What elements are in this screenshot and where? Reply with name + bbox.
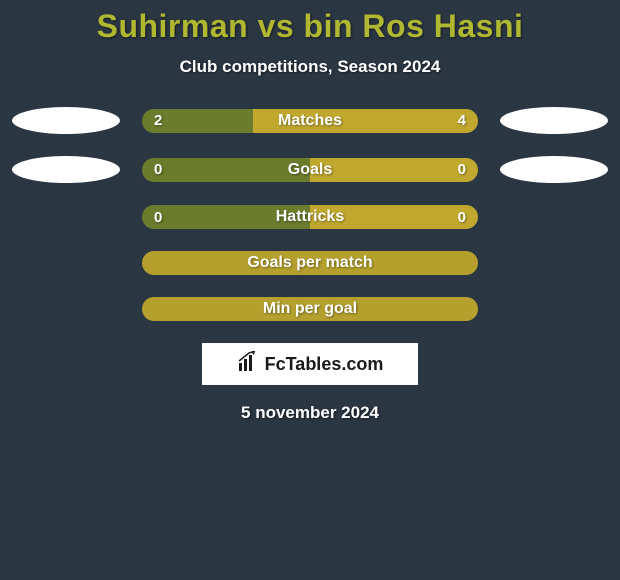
player-badge-right (500, 156, 608, 183)
stat-value-left: 2 (154, 112, 162, 129)
bar-right-segment (310, 205, 478, 229)
bar-left-segment (142, 158, 310, 182)
stat-label: Min per goal (142, 300, 478, 318)
stat-value-right: 0 (458, 209, 466, 226)
stat-row: 00Goals (0, 156, 620, 183)
stats-container: 24Matches00Goals00HattricksGoals per mat… (0, 107, 620, 321)
bar-left-segment (142, 205, 310, 229)
logo-box: FcTables.com (202, 343, 418, 385)
page-title: Suhirman vs bin Ros Hasni (0, 0, 620, 45)
bar-right-segment (253, 109, 478, 133)
stat-value-left: 0 (154, 161, 162, 178)
stat-row: Min per goal (0, 297, 620, 321)
player-badge-left (12, 107, 120, 134)
bar-right-segment (310, 158, 478, 182)
chart-icon (237, 351, 259, 378)
stat-bar: 00Goals (142, 158, 478, 182)
stat-row: 00Hattricks (0, 205, 620, 229)
player-badge-right (500, 107, 608, 134)
subtitle: Club competitions, Season 2024 (0, 57, 620, 77)
stat-bar: Min per goal (142, 297, 478, 321)
stat-value-right: 0 (458, 161, 466, 178)
stat-value-right: 4 (458, 112, 466, 129)
logo-text: FcTables.com (265, 354, 384, 375)
stat-value-left: 0 (154, 209, 162, 226)
stat-bar: 00Hattricks (142, 205, 478, 229)
stat-bar: Goals per match (142, 251, 478, 275)
stat-row: 24Matches (0, 107, 620, 134)
stat-bar: 24Matches (142, 109, 478, 133)
date-text: 5 november 2024 (0, 403, 620, 423)
player-badge-left (12, 156, 120, 183)
stat-label: Goals per match (142, 254, 478, 272)
stat-row: Goals per match (0, 251, 620, 275)
